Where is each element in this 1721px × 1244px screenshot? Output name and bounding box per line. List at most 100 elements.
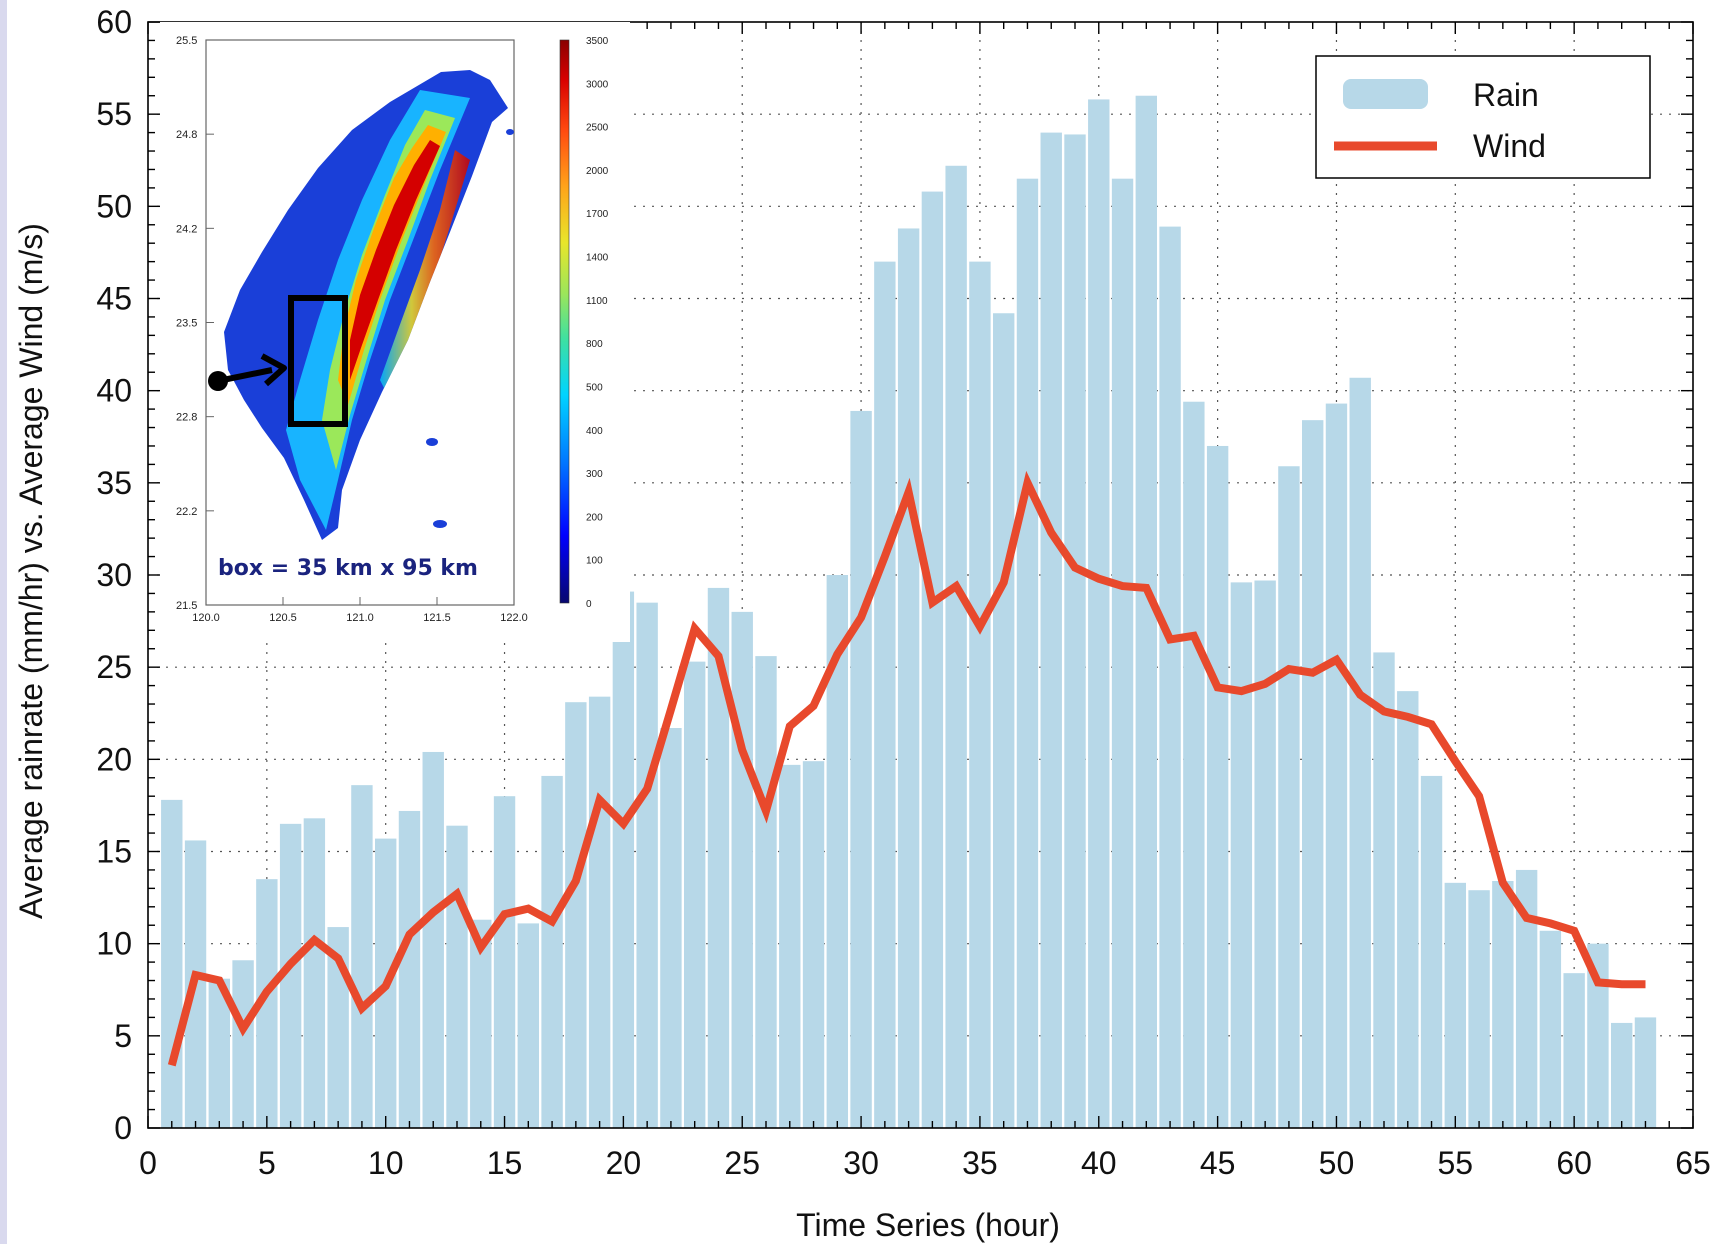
- rain-bar: [470, 919, 492, 1128]
- rain-bar: [1468, 890, 1490, 1128]
- rain-bar: [1492, 880, 1514, 1128]
- inset-lat-label: 24.8: [176, 129, 197, 141]
- terrain-east-coast-ridge: [380, 150, 470, 400]
- inset-lat-label: 24.2: [176, 223, 197, 235]
- rain-bar: [517, 923, 540, 1128]
- rain-bar: [565, 702, 587, 1128]
- islet: [433, 520, 447, 528]
- x-tick-label: 65: [1675, 1145, 1711, 1181]
- rain-bar: [1563, 973, 1585, 1128]
- inset-colorbar: [559, 39, 570, 604]
- x-tick-label: 15: [487, 1145, 523, 1181]
- y-tick-label: 0: [114, 1110, 132, 1146]
- colorbar-tick-label: 800: [586, 339, 603, 350]
- rain-bar: [208, 978, 231, 1128]
- rain-bar: [1587, 943, 1609, 1128]
- colorbar-tick-label: 200: [586, 512, 603, 523]
- rain-bar: [398, 810, 421, 1128]
- colorbar-tick-label: 2500: [586, 123, 609, 134]
- y-tick-label: 55: [96, 96, 132, 132]
- inset-lat-label: 21.5: [176, 600, 197, 612]
- rain-bar: [1111, 178, 1134, 1128]
- rain-bar: [731, 611, 753, 1128]
- rain-bar: [422, 751, 444, 1128]
- rain-bar: [1610, 1022, 1633, 1128]
- x-tick-label: 55: [1438, 1145, 1474, 1181]
- y-tick-label: 5: [114, 1018, 132, 1054]
- rain-bar: [1159, 226, 1181, 1129]
- rain-bar: [279, 823, 302, 1128]
- rain-bar: [1634, 1017, 1657, 1128]
- rain-bar: [1420, 775, 1443, 1128]
- inset-box-annotation: box = 35 km x 95 km: [218, 556, 478, 581]
- y-tick-label: 15: [96, 834, 132, 870]
- x-tick-label: 5: [258, 1145, 276, 1181]
- rain-bar: [874, 261, 896, 1129]
- inset-lat-label: 25.5: [176, 35, 197, 47]
- rain-bar: [1397, 691, 1419, 1128]
- rain-bar: [826, 575, 849, 1128]
- axes: 0 5 10 15 20 25 30 35 40 45 50 55 60 65 0 5 10 15 20 25 30 35…: [96, 4, 1710, 1181]
- colorbar-tick-label: 2000: [586, 166, 609, 177]
- rain-bar: [969, 261, 991, 1129]
- rain-bar: [1040, 132, 1062, 1129]
- rain-bar: [802, 761, 825, 1128]
- rain-bar: [850, 410, 872, 1128]
- arrow-head-icon: [260, 353, 287, 387]
- legend-rain-swatch: [1343, 79, 1428, 109]
- islet: [426, 438, 438, 446]
- colorbar-tick-label: 400: [586, 426, 603, 437]
- rain-bar: [1064, 134, 1086, 1128]
- x-tick-label: 45: [1200, 1145, 1236, 1181]
- rain-bar: [1278, 466, 1300, 1128]
- left-edge-strip: [0, 0, 7, 1244]
- rain-bar: [493, 796, 516, 1128]
- rain-bar: [1206, 445, 1229, 1128]
- y-tick-label: 50: [96, 188, 132, 224]
- rain-bar: [588, 696, 611, 1128]
- arrow-shaft: [217, 367, 273, 384]
- colorbar-tick-label: 100: [586, 556, 603, 567]
- rain-bar: [707, 587, 730, 1128]
- analysis-box: [288, 295, 348, 427]
- rain-bar: [256, 879, 278, 1128]
- islet: [506, 129, 514, 135]
- inset-lon-label: 121.5: [423, 612, 451, 624]
- terrain-peaks: [350, 140, 440, 380]
- inset-lon-label: 121.0: [346, 612, 374, 624]
- rain-bar: [1016, 178, 1039, 1128]
- rain-bar: [351, 785, 373, 1128]
- rain-bar: [636, 602, 658, 1128]
- y-tick-label: 40: [96, 373, 132, 409]
- rain-bar: [161, 799, 183, 1128]
- rain-bar: [1373, 652, 1395, 1128]
- colorbar-tick-label: 1700: [586, 209, 609, 220]
- legend-wind-label: Wind: [1473, 128, 1546, 164]
- rain-bar: [1539, 930, 1562, 1128]
- rain-bar: [683, 661, 706, 1128]
- inset-lat-label: 23.5: [176, 318, 197, 330]
- colorbar-ticks: 3500300025002000170014001100800500400300…: [586, 36, 609, 610]
- colorbar-tick-label: 3500: [586, 36, 609, 47]
- rain-bar: [1183, 401, 1205, 1128]
- y-tick-label: 60: [96, 4, 132, 40]
- inset-lon-label: 122.0: [500, 612, 528, 624]
- rain-bar: [992, 313, 1015, 1128]
- x-axis-title: Time Series (hour): [796, 1207, 1060, 1243]
- y-tick-label: 45: [96, 281, 132, 317]
- rain-bar: [1444, 882, 1467, 1128]
- rain-bar: [660, 727, 682, 1128]
- legend-box: [1315, 55, 1651, 179]
- x-tick-label: 35: [962, 1145, 998, 1181]
- y-tick-label: 30: [96, 557, 132, 593]
- colorbar-tick-label: 300: [586, 469, 603, 480]
- rain-bar: [1515, 869, 1538, 1128]
- rain-bar: [945, 165, 967, 1128]
- rain-bar: [1349, 377, 1371, 1129]
- colorbar-tick-label: 1100: [586, 296, 608, 307]
- x-tick-label: 60: [1556, 1145, 1592, 1181]
- rain-bar: [446, 825, 468, 1128]
